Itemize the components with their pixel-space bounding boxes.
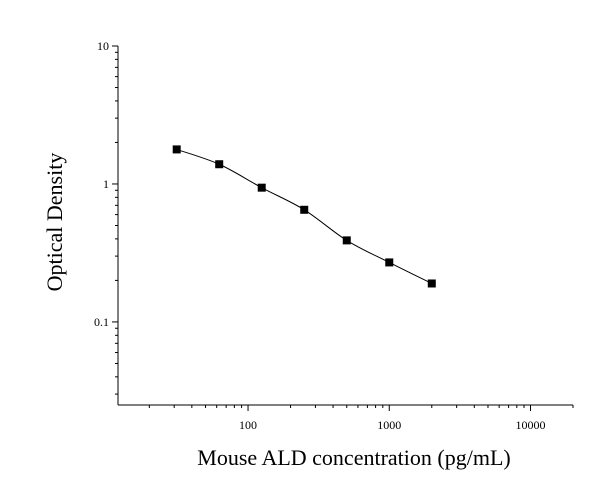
- data-point: [215, 160, 224, 169]
- fit-curve-layer: [176, 148, 432, 284]
- ticks: 0.1 1 10 100 1000 10000: [94, 39, 574, 432]
- y-axis-title: Optical Density: [42, 153, 67, 292]
- data-point: [427, 279, 436, 288]
- x-axis-title: Mouse ALD concentration (pg/mL): [197, 445, 510, 470]
- data-markers: [172, 145, 436, 288]
- data-point: [342, 236, 351, 245]
- x-tick-label: 10000: [515, 418, 545, 432]
- fit-curve: [176, 148, 432, 284]
- data-point: [257, 183, 266, 192]
- y-tick-label: 0.1: [94, 315, 109, 329]
- data-point: [385, 258, 394, 267]
- x-tick-label: 1000: [377, 418, 401, 432]
- data-point: [300, 205, 309, 214]
- axes: [117, 46, 573, 406]
- y-tick-label: 1: [103, 177, 109, 191]
- x-tick-label: 100: [239, 418, 257, 432]
- y-tick-label: 10: [97, 39, 109, 53]
- data-point: [172, 145, 181, 154]
